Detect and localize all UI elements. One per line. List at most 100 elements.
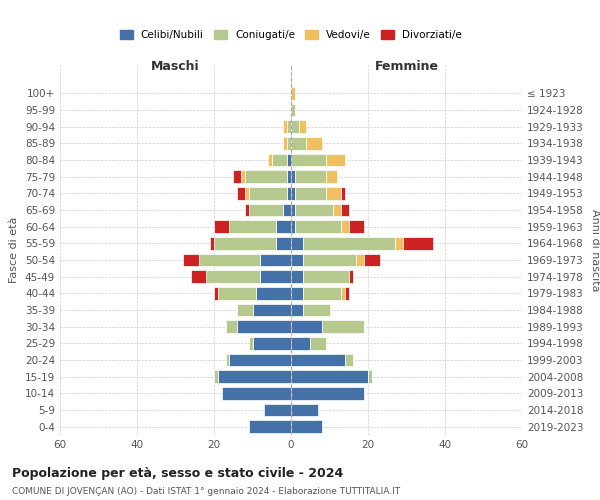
- Bar: [341, 220, 349, 233]
- Bar: [222, 387, 291, 400]
- Bar: [291, 270, 302, 283]
- Bar: [283, 204, 291, 216]
- Bar: [248, 420, 291, 433]
- Bar: [349, 270, 353, 283]
- Bar: [248, 337, 253, 349]
- Bar: [364, 254, 380, 266]
- Bar: [326, 187, 341, 200]
- Bar: [291, 254, 302, 266]
- Bar: [237, 320, 291, 333]
- Bar: [287, 154, 291, 166]
- Bar: [287, 170, 291, 183]
- Bar: [241, 170, 245, 183]
- Bar: [291, 87, 295, 100]
- Bar: [307, 137, 322, 149]
- Bar: [302, 254, 356, 266]
- Bar: [295, 187, 326, 200]
- Bar: [295, 204, 334, 216]
- Bar: [214, 237, 275, 250]
- Bar: [264, 404, 291, 416]
- Bar: [245, 170, 287, 183]
- Bar: [302, 287, 341, 300]
- Text: Maschi: Maschi: [151, 60, 200, 74]
- Bar: [253, 304, 291, 316]
- Bar: [214, 370, 218, 383]
- Bar: [291, 204, 295, 216]
- Bar: [291, 354, 345, 366]
- Bar: [291, 304, 302, 316]
- Bar: [291, 187, 295, 200]
- Bar: [302, 270, 349, 283]
- Bar: [349, 220, 364, 233]
- Bar: [287, 137, 291, 149]
- Bar: [245, 204, 248, 216]
- Bar: [310, 337, 326, 349]
- Bar: [326, 154, 345, 166]
- Bar: [291, 337, 310, 349]
- Bar: [291, 387, 364, 400]
- Bar: [326, 170, 337, 183]
- Bar: [214, 220, 229, 233]
- Bar: [295, 220, 341, 233]
- Y-axis label: Anni di nascita: Anni di nascita: [590, 209, 600, 291]
- Bar: [287, 120, 291, 133]
- Bar: [345, 287, 349, 300]
- Bar: [191, 270, 206, 283]
- Bar: [341, 204, 349, 216]
- Bar: [291, 370, 368, 383]
- Bar: [299, 120, 307, 133]
- Bar: [233, 170, 241, 183]
- Bar: [218, 370, 291, 383]
- Bar: [291, 237, 302, 250]
- Bar: [199, 254, 260, 266]
- Bar: [229, 220, 275, 233]
- Bar: [395, 237, 403, 250]
- Bar: [291, 287, 302, 300]
- Y-axis label: Fasce di età: Fasce di età: [10, 217, 19, 283]
- Bar: [403, 237, 433, 250]
- Bar: [322, 320, 364, 333]
- Bar: [283, 137, 287, 149]
- Bar: [295, 170, 326, 183]
- Legend: Celibi/Nubili, Coniugati/e, Vedovi/e, Divorziati/e: Celibi/Nubili, Coniugati/e, Vedovi/e, Di…: [116, 26, 466, 44]
- Text: Popolazione per età, sesso e stato civile - 2024: Popolazione per età, sesso e stato civil…: [12, 468, 343, 480]
- Bar: [302, 237, 395, 250]
- Bar: [302, 304, 329, 316]
- Bar: [183, 254, 199, 266]
- Bar: [291, 104, 295, 116]
- Bar: [368, 370, 372, 383]
- Bar: [283, 120, 287, 133]
- Bar: [345, 354, 353, 366]
- Bar: [291, 154, 326, 166]
- Text: Femmine: Femmine: [374, 60, 439, 74]
- Bar: [287, 187, 291, 200]
- Bar: [341, 187, 345, 200]
- Bar: [226, 354, 229, 366]
- Bar: [334, 204, 341, 216]
- Bar: [272, 154, 287, 166]
- Bar: [229, 354, 291, 366]
- Bar: [245, 187, 248, 200]
- Bar: [275, 220, 291, 233]
- Bar: [260, 254, 291, 266]
- Bar: [214, 287, 218, 300]
- Bar: [226, 320, 237, 333]
- Bar: [291, 120, 299, 133]
- Bar: [291, 420, 322, 433]
- Bar: [291, 320, 322, 333]
- Bar: [237, 187, 245, 200]
- Bar: [237, 304, 253, 316]
- Bar: [248, 187, 287, 200]
- Bar: [210, 237, 214, 250]
- Bar: [291, 404, 318, 416]
- Bar: [341, 287, 345, 300]
- Bar: [356, 254, 364, 266]
- Text: COMUNE DI JOVENÇAN (AO) - Dati ISTAT 1° gennaio 2024 - Elaborazione TUTTITALIA.I: COMUNE DI JOVENÇAN (AO) - Dati ISTAT 1° …: [12, 488, 400, 496]
- Bar: [218, 287, 256, 300]
- Bar: [291, 137, 307, 149]
- Bar: [291, 220, 295, 233]
- Bar: [248, 204, 283, 216]
- Bar: [206, 270, 260, 283]
- Bar: [275, 237, 291, 250]
- Bar: [268, 154, 272, 166]
